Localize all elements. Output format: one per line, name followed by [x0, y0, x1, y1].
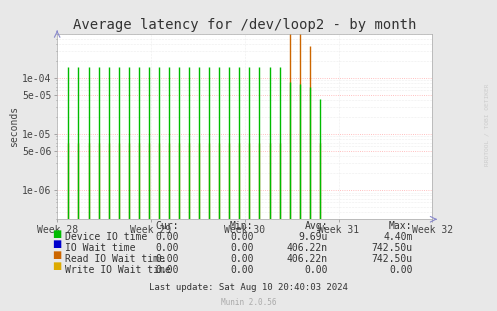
Text: 0.00: 0.00	[156, 243, 179, 253]
Text: 0.00: 0.00	[230, 232, 253, 242]
Text: ■: ■	[52, 229, 62, 239]
Text: 4.40m: 4.40m	[383, 232, 413, 242]
Text: RRDTOOL / TOBI OETIKER: RRDTOOL / TOBI OETIKER	[485, 83, 490, 166]
Text: ■: ■	[52, 261, 62, 271]
Text: ■: ■	[52, 239, 62, 249]
Text: 742.50u: 742.50u	[371, 254, 413, 264]
Text: 0.00: 0.00	[230, 243, 253, 253]
Text: 0.00: 0.00	[389, 265, 413, 275]
Text: 9.69u: 9.69u	[299, 232, 328, 242]
Text: ■: ■	[52, 250, 62, 260]
Text: 406.22n: 406.22n	[287, 243, 328, 253]
Text: IO Wait time: IO Wait time	[65, 243, 135, 253]
Text: 0.00: 0.00	[230, 265, 253, 275]
Text: Munin 2.0.56: Munin 2.0.56	[221, 298, 276, 307]
Text: 0.00: 0.00	[230, 254, 253, 264]
Text: Last update: Sat Aug 10 20:40:03 2024: Last update: Sat Aug 10 20:40:03 2024	[149, 283, 348, 292]
Text: Device IO time: Device IO time	[65, 232, 147, 242]
Text: Write IO Wait time: Write IO Wait time	[65, 265, 170, 275]
Text: 742.50u: 742.50u	[371, 243, 413, 253]
Title: Average latency for /dev/loop2 - by month: Average latency for /dev/loop2 - by mont…	[73, 18, 416, 32]
Y-axis label: seconds: seconds	[9, 106, 19, 147]
Text: 0.00: 0.00	[156, 232, 179, 242]
Text: 0.00: 0.00	[305, 265, 328, 275]
Text: Avg:: Avg:	[305, 220, 328, 230]
Text: Min:: Min:	[230, 220, 253, 230]
Text: Cur:: Cur:	[156, 220, 179, 230]
Text: 0.00: 0.00	[156, 265, 179, 275]
Text: 406.22n: 406.22n	[287, 254, 328, 264]
Text: 0.00: 0.00	[156, 254, 179, 264]
Text: Max:: Max:	[389, 220, 413, 230]
Text: Read IO Wait time: Read IO Wait time	[65, 254, 165, 264]
